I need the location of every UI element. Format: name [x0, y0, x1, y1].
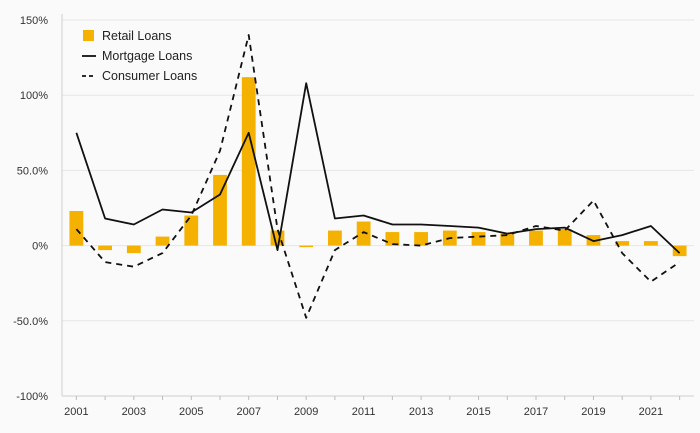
mortgage-loans-line: [75, 82, 681, 254]
x-tick-label: 2001: [64, 406, 88, 418]
x-tick-label: 2011: [352, 406, 376, 418]
retail-loans-bar: [155, 236, 170, 246]
y-tick-label: 150%: [20, 15, 48, 27]
retail-loans-bar: [69, 211, 84, 246]
y-axis-ticks: 150% 100% 50.0% 0% -50.0% -100%: [13, 15, 48, 403]
legend: Retail Loans Mortgage Loans Consumer Loans: [82, 29, 197, 83]
x-tick-label: 2021: [639, 406, 663, 418]
legend-label: Retail Loans: [102, 29, 172, 43]
legend-swatch-retail-loans: [83, 30, 94, 41]
y-tick-label: 0%: [32, 241, 48, 253]
retail-loans-bar: [471, 232, 486, 246]
retail-loans-bar: [98, 245, 112, 251]
retail-loans-bar: [126, 245, 141, 254]
retail-loans-bar: [557, 229, 572, 246]
y-tick-label: 100%: [20, 90, 48, 102]
y-tick-label: 50.0%: [17, 165, 48, 177]
retail-loans-bar: [184, 215, 199, 246]
x-tick-label: 2007: [236, 406, 260, 418]
y-tick-label: -50.0%: [13, 316, 48, 328]
x-tick-label: 2005: [179, 406, 203, 418]
retail-loans-bar: [644, 241, 658, 246]
y-tick-label: -100%: [16, 391, 48, 403]
x-tick-label: 2003: [122, 406, 146, 418]
retail-loans-bar: [672, 245, 687, 257]
retail-loans-bar: [241, 77, 256, 246]
legend-label: Mortgage Loans: [102, 49, 192, 63]
retail-loans-bar: [385, 232, 400, 246]
x-tick-label: 2019: [581, 406, 605, 418]
x-tick-label: 2015: [466, 406, 490, 418]
retail-loans-bar: [299, 245, 314, 248]
x-tick-label: 2009: [294, 406, 318, 418]
retail-loans-bar: [500, 233, 515, 246]
retail-loans-bar: [328, 230, 342, 246]
x-tick-label: 2013: [409, 406, 433, 418]
retail-loans-bar: [356, 221, 371, 246]
retail-loans-bar: [615, 241, 630, 246]
x-tick-label: 2017: [524, 406, 548, 418]
x-axis: 2001 2003 2005 2007 2009 2011 2013 2015 2017 2019…: [61, 14, 694, 418]
retail-loans-bar: [414, 232, 428, 246]
series-lines: [75, 34, 681, 319]
retail-loans-bar: [529, 230, 543, 246]
retail-loans-bar: [213, 174, 227, 246]
retail-loans-bars: [69, 77, 687, 257]
legend-label: Consumer Loans: [102, 69, 197, 83]
